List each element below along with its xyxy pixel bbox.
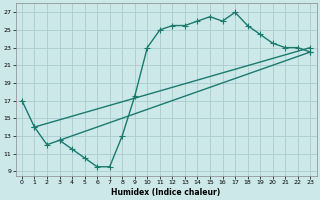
X-axis label: Humidex (Indice chaleur): Humidex (Indice chaleur) bbox=[111, 188, 221, 197]
